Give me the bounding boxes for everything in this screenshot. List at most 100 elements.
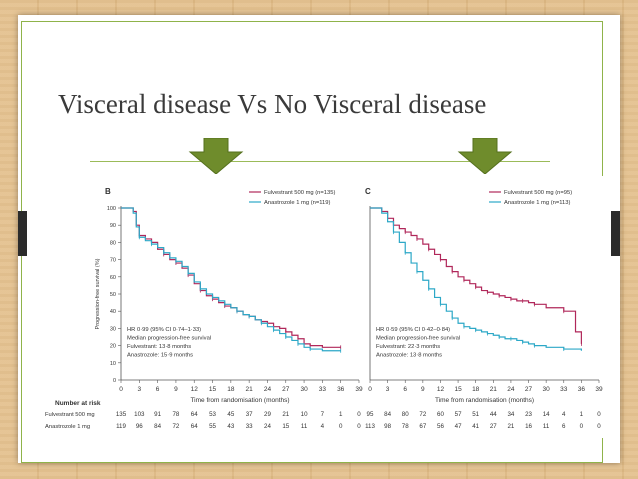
- risk-value: 43: [227, 423, 234, 430]
- y-tick-label: 90: [110, 223, 116, 229]
- risk-value: 37: [246, 411, 253, 418]
- x-tick-label: 0: [119, 386, 123, 393]
- risk-value: 0: [580, 423, 584, 430]
- annotation-text: Median progression-free survival: [127, 336, 211, 342]
- risk-value: 27: [490, 423, 497, 430]
- annotation-text: Fulvestrant: 13·8 months: [127, 344, 191, 350]
- x-tick-label: 6: [403, 386, 407, 393]
- x-tick-label: 15: [209, 386, 217, 393]
- risk-value: 113: [365, 423, 375, 430]
- x-axis-label: Time from randomisation (months): [190, 397, 289, 404]
- y-tick-label: 20: [110, 344, 116, 350]
- risk-value: 67: [419, 423, 426, 430]
- legend-label: Fulvestrant 500 mg (n=95): [504, 190, 572, 196]
- y-tick-label: 70: [110, 258, 116, 264]
- risk-value: 0: [597, 423, 601, 430]
- risk-value: 72: [419, 411, 426, 418]
- x-tick-label: 27: [282, 386, 290, 393]
- km-figure: B 0 10 20 30 40 50 60 70 80 90 100 0 3 6 9 12 15 18 21 24 27 3…: [43, 176, 606, 438]
- x-tick-label: 21: [490, 386, 498, 393]
- risk-value: 1: [580, 411, 584, 418]
- risk-value: 47: [455, 423, 462, 430]
- risk-value: 103: [134, 411, 145, 418]
- x-tick-label: 9: [174, 386, 178, 393]
- x-tick-label: 3: [386, 386, 390, 393]
- slide-title: Visceral disease Vs No Visceral disease: [58, 89, 487, 119]
- x-tick-label: 36: [578, 386, 586, 393]
- risk-value: 4: [562, 411, 566, 418]
- x-tick-label: 30: [543, 386, 551, 393]
- x-tick-label: 39: [355, 386, 363, 393]
- x-tick-label: 24: [264, 386, 272, 393]
- x-tick-label: 24: [507, 386, 515, 393]
- y-tick-label: 100: [107, 206, 116, 212]
- left-edge-tab: [18, 211, 27, 256]
- risk-value: 98: [384, 423, 391, 430]
- annotation-text: Median progression-free survival: [376, 336, 460, 342]
- risk-value: 1: [339, 411, 343, 418]
- x-tick-label: 30: [300, 386, 308, 393]
- x-tick-label: 6: [156, 386, 160, 393]
- risk-value: 51: [472, 411, 479, 418]
- risk-value: 64: [191, 423, 198, 430]
- y-tick-label: 0: [113, 378, 116, 384]
- risk-value: 24: [264, 423, 271, 430]
- risk-value: 95: [367, 411, 374, 418]
- x-tick-label: 3: [137, 386, 141, 393]
- risk-value: 15: [282, 423, 289, 430]
- risk-value: 84: [154, 423, 161, 430]
- risk-value: 84: [384, 411, 391, 418]
- risk-value: 119: [116, 423, 126, 430]
- risk-value: 7: [321, 411, 325, 418]
- x-tick-label: 12: [437, 386, 445, 393]
- y-axis-label: Progression-free survival (%): [95, 258, 101, 329]
- risk-value: 91: [154, 411, 161, 418]
- y-tick-label: 40: [110, 309, 116, 315]
- risk-value: 4: [321, 423, 325, 430]
- risk-value: 23: [525, 411, 532, 418]
- risk-value: 57: [455, 411, 462, 418]
- risk-value: 44: [490, 411, 497, 418]
- risk-value: 45: [227, 411, 234, 418]
- panel-label: B: [105, 187, 111, 196]
- risk-value: 0: [357, 423, 361, 430]
- risk-value: 135: [116, 411, 127, 418]
- risk-value: 41: [472, 423, 479, 430]
- legend-label: Fulvestrant 500 mg (n=135): [264, 190, 335, 196]
- y-tick-label: 80: [110, 240, 116, 246]
- x-tick-label: 18: [472, 386, 480, 393]
- risk-value: 78: [402, 423, 409, 430]
- annotation-text: Anastrozole: 13·8 months: [376, 353, 442, 359]
- risk-value: 33: [246, 423, 253, 430]
- risk-value: 34: [507, 411, 514, 418]
- risk-value: 16: [525, 423, 532, 430]
- annotation-text: Anastrozole: 15·9 months: [127, 353, 193, 359]
- right-edge-tab: [611, 211, 620, 256]
- down-arrow-icon: [457, 138, 513, 174]
- panel-label: C: [365, 187, 371, 196]
- annotation-text: Fulvestrant: 22·3 months: [376, 344, 440, 350]
- x-tick-label: 33: [560, 386, 568, 393]
- x-tick-label: 36: [337, 386, 345, 393]
- risk-value: 80: [402, 411, 409, 418]
- risk-value: 11: [543, 423, 550, 430]
- x-axis-label: Time from randomisation (months): [435, 397, 534, 404]
- risk-value: 56: [437, 423, 444, 430]
- risk-value: 78: [172, 411, 179, 418]
- x-tick-label: 33: [319, 386, 327, 393]
- risk-row-label: Anastrozole 1 mg: [45, 424, 90, 430]
- x-tick-label: 39: [595, 386, 603, 393]
- y-tick-label: 30: [110, 326, 116, 332]
- risk-value: 21: [282, 411, 289, 418]
- risk-value: 0: [357, 411, 361, 418]
- risk-value: 6: [562, 423, 566, 430]
- risk-value: 0: [339, 423, 343, 430]
- x-tick-label: 21: [246, 386, 254, 393]
- x-tick-label: 9: [421, 386, 425, 393]
- risk-value: 72: [172, 423, 179, 430]
- risk-value: 0: [597, 411, 601, 418]
- risk-value: 10: [301, 411, 308, 418]
- x-tick-label: 12: [191, 386, 199, 393]
- x-tick-label: 27: [525, 386, 533, 393]
